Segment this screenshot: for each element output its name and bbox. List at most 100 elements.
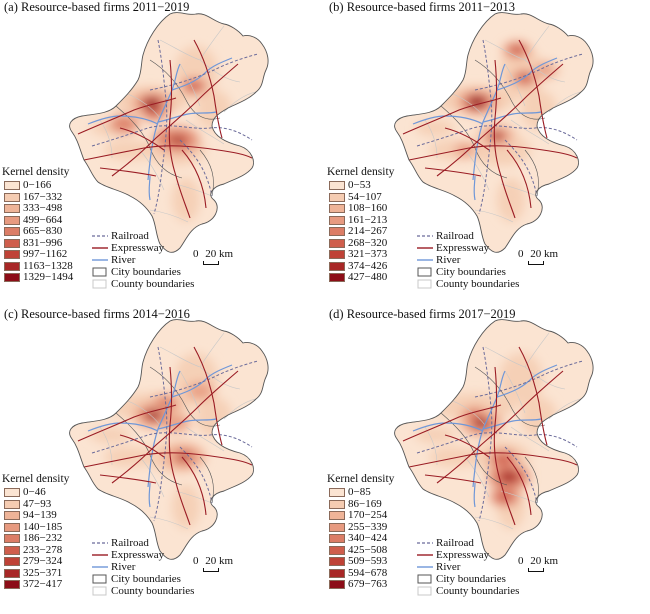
density-class-swatch (329, 557, 345, 567)
legend-county-boundaries: County boundaries (92, 278, 194, 290)
county-boundary (179, 63, 201, 107)
density-blob (497, 178, 525, 222)
density-class-label: 108−160 (348, 202, 388, 214)
density-blob (190, 384, 210, 398)
scale-bar: 0 20 km (193, 248, 233, 265)
density-class-item: 499−664 (4, 214, 73, 227)
density-class-item: 214−267 (329, 225, 387, 238)
expressway (518, 346, 548, 446)
density-class-label: 170−254 (348, 509, 388, 521)
density-class-legend: 0−46 47−93 94−139 140−185 186−232 233−278 279−… (4, 486, 63, 591)
density-class-label: 372−417 (23, 578, 63, 590)
density-class-label: 0−53 (348, 179, 371, 191)
density-class-swatch (329, 227, 345, 237)
density-class-label: 665−830 (23, 225, 63, 237)
county-boundary (139, 149, 165, 191)
legend-county-boundaries-label: County boundaries (436, 585, 520, 597)
legend-river-label: River (436, 254, 461, 266)
density-class-item: 0−46 (4, 486, 62, 499)
density-blob (429, 447, 481, 467)
river (147, 63, 181, 181)
density-blob (144, 105, 164, 119)
density-class-item: 374−426 (329, 260, 387, 273)
river (472, 370, 506, 488)
density-class-label: 831−996 (23, 236, 63, 249)
railroad-symbol (417, 231, 433, 241)
legend-river-label: River (436, 561, 461, 573)
expressway (436, 63, 564, 177)
density-class-item: 186−232 (4, 532, 62, 545)
legend-railroad-label: Railroad (436, 537, 474, 549)
density-class-swatch (4, 522, 20, 532)
density-class-item: 170−254 (329, 509, 388, 522)
river-symbol (417, 255, 433, 265)
county-boundary (504, 63, 526, 107)
county-boundary (464, 456, 490, 498)
expressway (99, 167, 157, 177)
density-class-label: 1329−1494 (23, 271, 74, 283)
density-class-swatch (4, 181, 20, 191)
legend-river: River (417, 561, 519, 573)
expressway (181, 149, 207, 209)
railroad (149, 53, 259, 91)
railroad (474, 360, 584, 398)
railroad (478, 39, 493, 215)
density-class-swatch (329, 238, 345, 248)
city-boundary (440, 105, 508, 179)
density-class-item: 167−332 (4, 191, 73, 204)
study-area-outline (394, 12, 594, 253)
density-class-label: 0−46 (23, 486, 46, 498)
density-class-item: 594−678 (329, 566, 388, 580)
density-class-swatch (4, 204, 20, 214)
county-boundary (500, 490, 538, 504)
river (473, 175, 476, 201)
kernel-density-map (394, 12, 594, 253)
density-class-swatch (4, 534, 20, 544)
county-boundary (474, 209, 514, 223)
density-peak (477, 420, 485, 426)
scale-line (528, 568, 544, 572)
expressway-symbol (92, 243, 108, 253)
density-class-swatch (4, 545, 20, 555)
scale-line (203, 568, 219, 572)
density-class-swatch (329, 488, 345, 498)
river (473, 482, 476, 508)
line-legend: Railroad Expressway River City boundarie… (417, 537, 519, 597)
expressway (408, 452, 578, 468)
railroad (153, 346, 168, 522)
expressway (119, 127, 165, 151)
line-legend: Railroad Expressway River City boundarie… (92, 230, 194, 290)
county-boundary (464, 149, 490, 191)
legend-expressway-label: Expressway (436, 242, 490, 254)
river-symbol (92, 562, 108, 572)
density-class-label: 140−185 (23, 520, 63, 533)
kernel-density-map (69, 319, 269, 560)
density-class-label: 54−107 (348, 190, 382, 203)
density-class-item: 161−213 (329, 214, 387, 227)
density-class-item: 0−166 (4, 179, 73, 192)
county-boundary (127, 400, 161, 426)
river (171, 364, 233, 398)
density-class-swatch (4, 250, 20, 260)
legend-county-boundaries-label: County boundaries (111, 278, 195, 290)
density-class-label: 679−763 (348, 578, 388, 590)
density-class-label: 255−339 (348, 520, 388, 533)
density-class-swatch (329, 250, 345, 260)
density-class-label: 594−678 (348, 566, 388, 579)
panel-title: (b) Resource-based firms 2011−2013 (329, 0, 516, 14)
density-class-item: 255−339 (329, 520, 388, 534)
density-blob (507, 43, 527, 57)
railroad (416, 432, 578, 454)
density-class-item: 54−107 (329, 190, 387, 204)
county-boundary-symbol (417, 586, 433, 596)
scale-distance: 20 km (530, 555, 559, 567)
density-class-label: 509−593 (348, 555, 388, 567)
railroad (91, 432, 253, 454)
expressway (181, 456, 207, 516)
expressway (506, 456, 532, 516)
density-class-item: 1329−1494 (4, 271, 74, 284)
legend-county-boundaries-label: County boundaries (436, 278, 520, 290)
legend-county-boundaries: County boundaries (417, 585, 519, 597)
expressway-symbol (92, 550, 108, 560)
legend-city-boundaries-label: City boundaries (111, 573, 181, 585)
